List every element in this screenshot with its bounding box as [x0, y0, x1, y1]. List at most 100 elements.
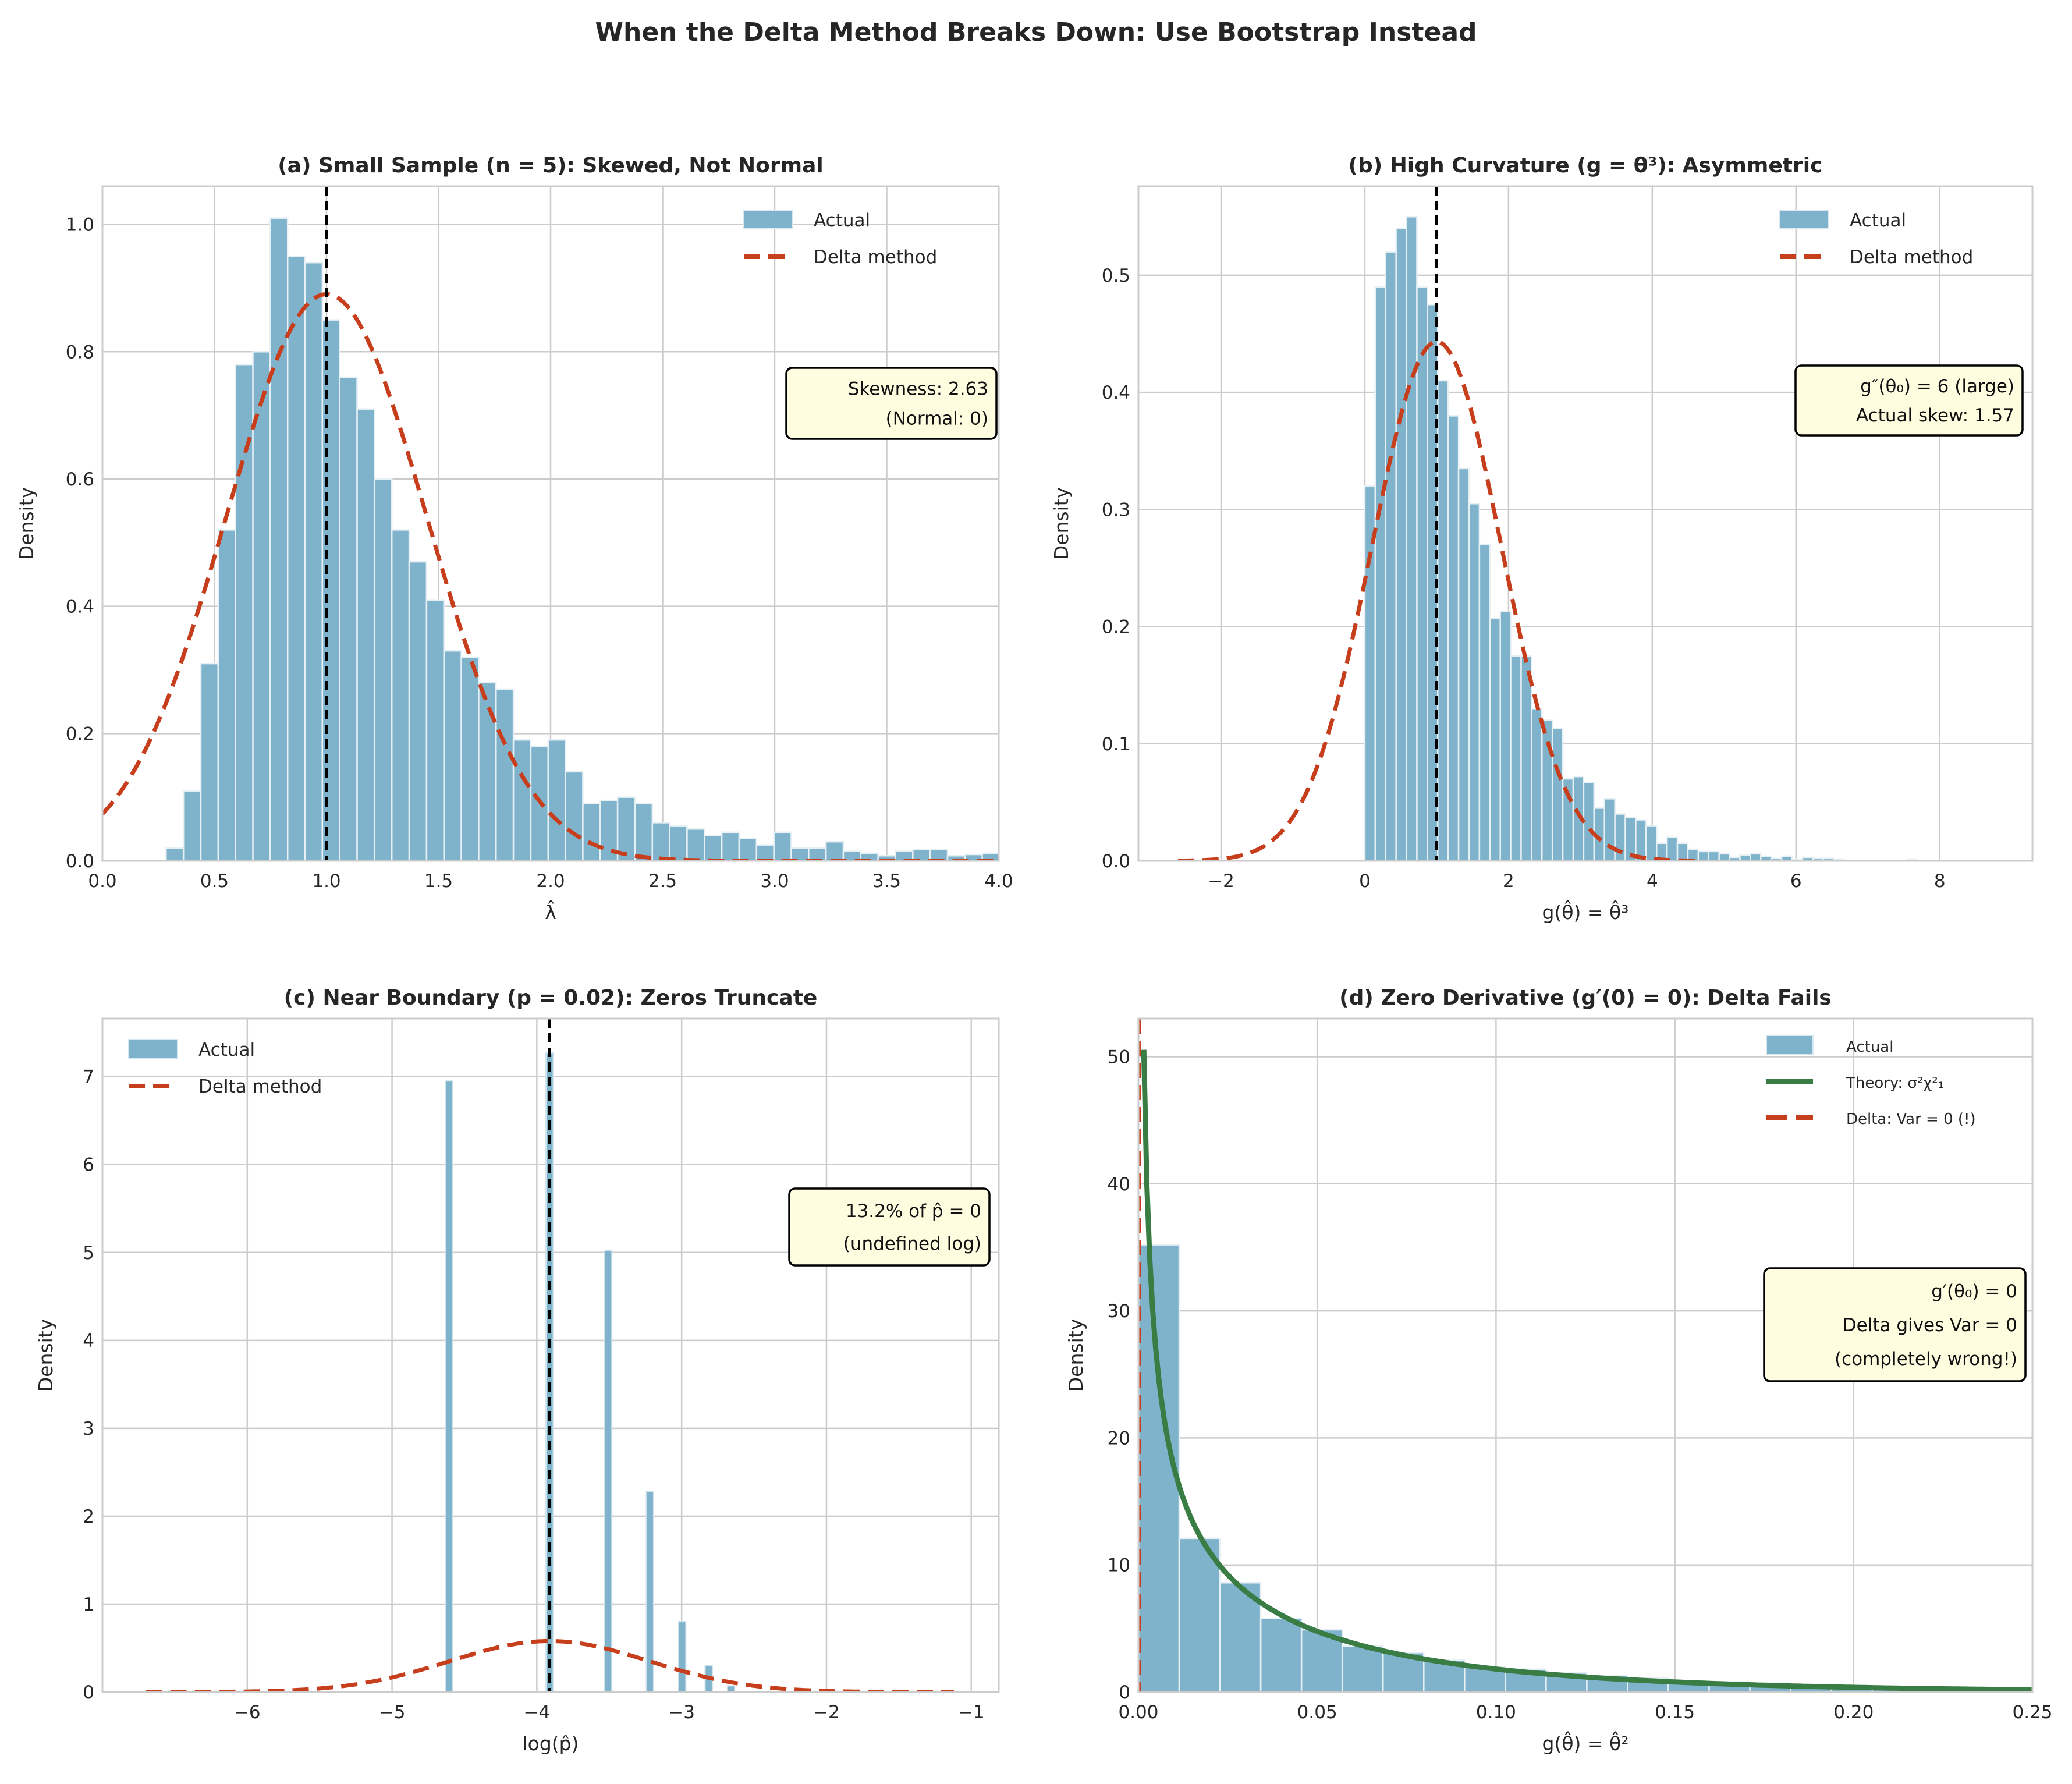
y-tick-label: 0.6 [66, 469, 94, 490]
hist-bar [182, 790, 202, 861]
annotation-text: Delta gives Var = 0 [1843, 1315, 2017, 1336]
hist-bar [1447, 415, 1460, 861]
x-tick-label: 0.25 [2012, 1702, 2052, 1723]
y-tick-label: 1 [83, 1594, 94, 1615]
panel-title: (d) Zero Derivative (g′(0) = 0): Delta F… [1339, 986, 1832, 1010]
x-tick-label: 0.00 [1118, 1702, 1158, 1723]
hist-bar [1437, 380, 1449, 861]
y-tick-label: 0.8 [66, 342, 94, 363]
hist-bar [1614, 813, 1626, 861]
hist-bar [460, 656, 480, 861]
y-tick-label: 3 [83, 1418, 94, 1439]
plot-content [1177, 186, 1918, 861]
x-tick-label: 6 [1790, 871, 1802, 892]
x-tick-label: 2 [1503, 871, 1514, 892]
y-tick-label: 1.0 [66, 215, 94, 236]
hist-bar [408, 561, 428, 861]
legend-label: Actual [1850, 210, 1906, 231]
hist-bar [634, 803, 654, 861]
suptitle: When the Delta Method Breaks Down: Use B… [595, 17, 1477, 47]
hist-bar [773, 831, 792, 861]
legend-swatch-actual [1779, 210, 1829, 229]
theory-curve [1141, 1049, 2032, 1692]
axes-frame [1137, 1017, 2034, 1693]
hist-bar [677, 1621, 687, 1692]
plot-content [146, 1019, 954, 1692]
hist-bar [200, 662, 219, 861]
panel-title: (c) Near Boundary (p = 0.02): Zeros Trun… [284, 986, 818, 1010]
hist-bar [495, 688, 515, 861]
hist-bar [704, 835, 723, 861]
hist-bar [1385, 251, 1397, 861]
y-tick-label: 0.4 [1102, 382, 1130, 403]
hist-bar [1780, 855, 1793, 861]
y-tick-label: 30 [1108, 1301, 1130, 1322]
x-axis-label: g(θ̂) = θ̂³ [1542, 900, 1629, 924]
y-tick-label: 2 [83, 1506, 94, 1527]
delta-method-curve [146, 1638, 954, 1692]
hist-bar [269, 217, 289, 861]
hist-bar [565, 771, 584, 861]
legend-swatch-actual [128, 1039, 178, 1059]
annotation-box [788, 1187, 991, 1267]
annotation-text: (completely wrong!) [1835, 1349, 2017, 1370]
hist-bar [445, 1080, 454, 1692]
annotation-text: g″(θ₀) = 6 (large) [1860, 376, 2014, 397]
x-tick-label: 3.0 [760, 871, 789, 892]
hist-bar [582, 803, 601, 861]
legend-label: Theory: σ²χ²₁ [1846, 1074, 1944, 1092]
hist-bar [1697, 850, 1710, 861]
y-axis-label: Density [1050, 487, 1073, 560]
hist-bar [1531, 708, 1543, 861]
delta-method-curve [102, 292, 999, 861]
panel-d: 0.00 0.05 0.10 0.15 0.20 0.25 0 10 20 30 40 50 (d) Z… [1065, 986, 2053, 1755]
hist-bar [512, 739, 532, 861]
hist-bar [726, 1685, 736, 1692]
hist-bar [1906, 858, 1918, 861]
x-axis-label: λ̂ [545, 900, 556, 924]
hist-bar [1416, 286, 1428, 861]
panel-c: −6 −5 −4 −3 −2 −1 0 1 2 3 4 5 6 7 (c) Near Boundary (p… [34, 986, 1000, 1755]
x-tick-label: 0.05 [1297, 1702, 1337, 1723]
panel-b: −2 0 2 4 6 8 0.0 0.1 0.2 0.3 0.4 0.5 (b) High Curvat… [1050, 154, 2034, 924]
x-tick-label: −3 [668, 1702, 695, 1723]
x-tick-label: 0.15 [1655, 1702, 1695, 1723]
x-tick-label: 2.0 [536, 871, 565, 892]
hist-bar [1510, 655, 1522, 861]
hist-bar [425, 599, 445, 861]
panel-title: (b) High Curvature (g = θ³): Asymmetric [1349, 154, 1823, 178]
legend-label: Delta method [1850, 247, 1973, 268]
y-tick-label: 0.0 [1102, 851, 1130, 872]
x-tick-label: −2 [813, 1702, 840, 1723]
hist-bar [304, 261, 324, 861]
hist-bar [339, 376, 358, 861]
y-tick-label: 0.0 [66, 851, 94, 872]
annotation-box [1763, 1267, 2027, 1382]
plot-area [1138, 186, 2032, 861]
y-tick-label: 0.3 [1102, 499, 1130, 520]
legend-label: Delta method [814, 247, 937, 268]
x-tick-label: 2.5 [648, 871, 677, 892]
legend-label: Delta method [198, 1076, 322, 1097]
hist-bar [1499, 611, 1512, 861]
annotation-text: 13.2% of p̂ = 0 [846, 1201, 981, 1222]
hist-bar [721, 831, 740, 861]
hist-bar [1457, 467, 1470, 861]
hist-bar [1739, 854, 1751, 861]
hist-bar [1259, 1618, 1303, 1692]
annotation-text: (Normal: 0) [886, 409, 988, 430]
axes-frame [101, 185, 1000, 862]
hist-bar [686, 828, 705, 861]
hist-bar [547, 739, 566, 861]
x-tick-label: −2 [1208, 871, 1234, 892]
hist-bar [669, 825, 688, 861]
annotation-box [1794, 364, 2024, 437]
annotation-box [785, 367, 998, 440]
y-tick-label: 0 [83, 1682, 94, 1703]
y-tick-label: 6 [83, 1155, 94, 1176]
legend-swatch-actual [743, 210, 793, 229]
hist-bar [321, 319, 340, 861]
hist-bar [738, 838, 758, 861]
hist-bar [1645, 825, 1658, 861]
hist-bar [1676, 842, 1689, 861]
